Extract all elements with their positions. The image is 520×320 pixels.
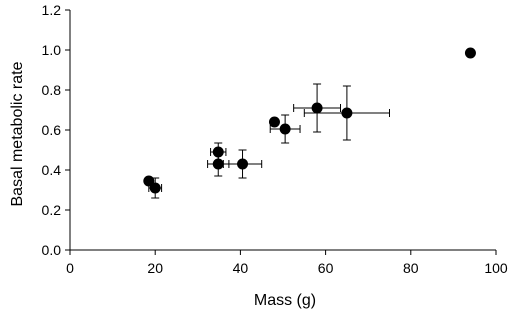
- y-tick-label: 1.2: [42, 2, 62, 18]
- y-tick-label: 0.2: [42, 202, 62, 218]
- data-point: [149, 182, 161, 194]
- data-point: [311, 102, 323, 114]
- x-tick-label: 20: [147, 260, 163, 276]
- data-point: [279, 123, 291, 135]
- x-tick-label: 80: [403, 260, 419, 276]
- data-point: [237, 158, 249, 170]
- x-axis-title: Mass (g): [254, 292, 316, 309]
- x-tick-label: 0: [66, 260, 74, 276]
- plot-area: 0.0 0.2 0.4 0.6 0.8 1.0 1.2 0 20 40 60 80 100: [42, 2, 508, 276]
- x-tick-label: 60: [318, 260, 334, 276]
- data-point: [464, 47, 476, 59]
- data-point: [268, 116, 280, 128]
- y-tick-label: 0.0: [42, 242, 62, 258]
- y-tick-label: 0.4: [42, 162, 62, 178]
- y-tick-label: 0.6: [42, 122, 62, 138]
- data-point: [212, 158, 224, 170]
- y-tick-label: 1.0: [42, 42, 62, 58]
- y-tick-label: 0.8: [42, 82, 62, 98]
- data-point: [341, 107, 353, 119]
- x-tick-label: 40: [233, 260, 249, 276]
- y-axis-title: Basal metabolic rate: [9, 61, 26, 206]
- x-tick-label: 100: [484, 260, 508, 276]
